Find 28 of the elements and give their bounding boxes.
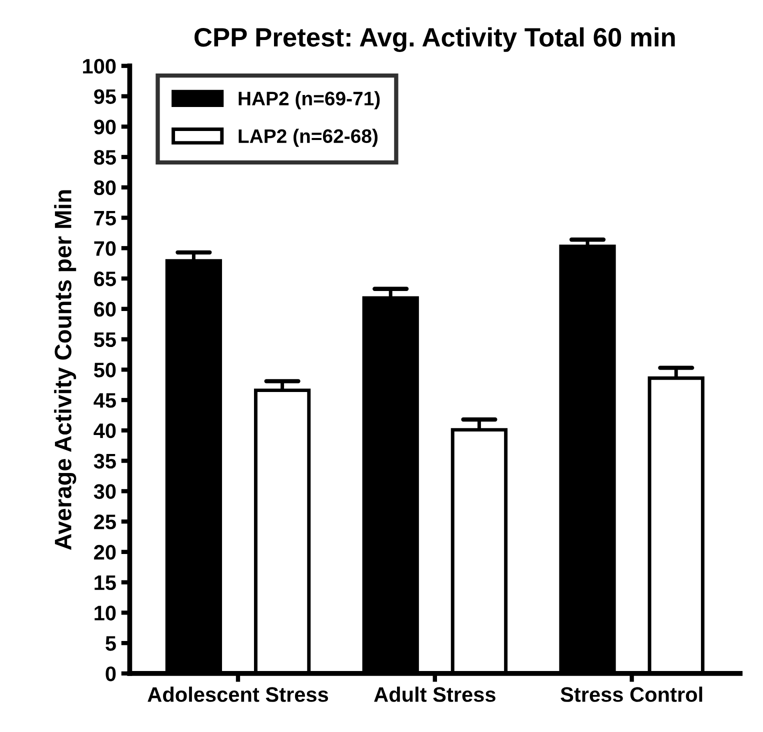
- y-tick-label: 40: [94, 423, 116, 438]
- y-tick-label: 5: [106, 636, 116, 651]
- legend-label: HAP2 (n=69-71): [238, 91, 380, 110]
- y-tick-label: 30: [94, 484, 116, 499]
- y-axis-title: Average Activity Counts per Min: [54, 190, 76, 550]
- y-tick-label: 35: [94, 454, 116, 469]
- y-tick-label: 75: [94, 210, 116, 226]
- chart-title: CPP Pretest: Avg. Activity Total 60 min: [194, 27, 675, 52]
- y-tick-label: 80: [94, 180, 116, 196]
- y-tick-label: 70: [94, 241, 116, 256]
- y-tick-label: 45: [94, 393, 116, 408]
- y-tick-label: 25: [94, 514, 116, 530]
- y-tick-label: 90: [94, 120, 116, 134]
- y-tick-label: 0: [106, 666, 116, 682]
- y-tick-label: 95: [94, 89, 116, 104]
- y-tick-label: 55: [94, 332, 116, 348]
- y-tick-label: 15: [94, 576, 116, 590]
- y-tick-label: 65: [94, 272, 116, 286]
- x-tick-label: Stress Control: [560, 686, 702, 702]
- y-tick-label: 20: [94, 544, 116, 560]
- y-tick-label: 85: [94, 150, 116, 165]
- y-tick-label: 10: [94, 606, 116, 620]
- y-tick-label: 60: [94, 302, 116, 317]
- y-tick-label: 50: [94, 362, 116, 378]
- x-tick-label: Adult Stress: [374, 686, 496, 702]
- y-tick-label: 100: [83, 58, 116, 74]
- x-tick-label: Adolescent Stress: [148, 686, 328, 702]
- legend-label: LAP2 (n=62-68): [238, 128, 378, 147]
